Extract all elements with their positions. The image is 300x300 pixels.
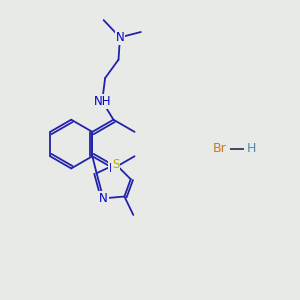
- Text: NH: NH: [93, 95, 111, 108]
- Text: Br: Br: [213, 142, 227, 155]
- Text: N: N: [99, 192, 108, 205]
- Text: N: N: [109, 162, 118, 175]
- Text: S: S: [112, 158, 119, 171]
- Text: H: H: [246, 142, 256, 155]
- Text: N: N: [116, 31, 124, 44]
